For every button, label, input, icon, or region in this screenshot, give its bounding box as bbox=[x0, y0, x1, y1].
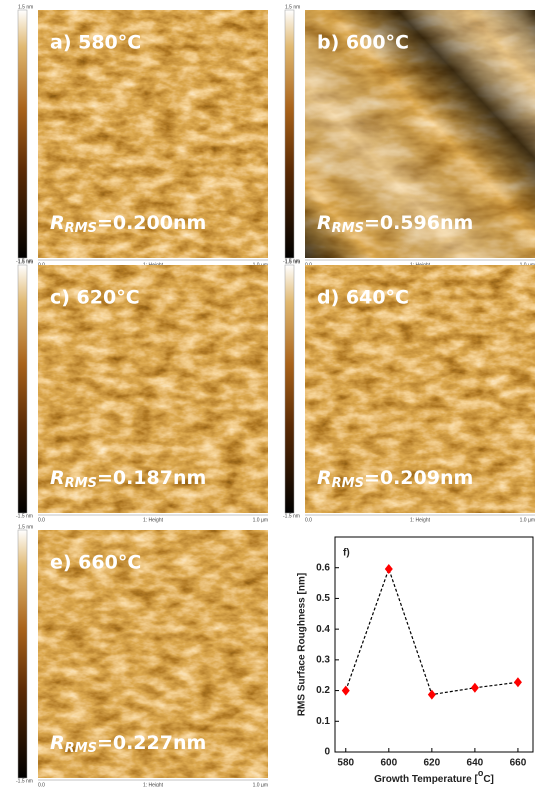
panel-label: c) 620°C bbox=[50, 287, 140, 309]
x-label-main: Growth Temperature [ bbox=[374, 774, 478, 785]
panel-label: a) 580°C bbox=[50, 32, 141, 54]
rms-sub: RMS bbox=[65, 741, 97, 756]
scale-bottom: -1.5 nm bbox=[283, 513, 300, 519]
color-bar bbox=[18, 530, 27, 778]
x-start: 0.0 bbox=[305, 517, 312, 523]
color-bar bbox=[18, 265, 27, 513]
rms-value: =0.596nm bbox=[364, 212, 473, 234]
x-tick-label: 660 bbox=[510, 758, 527, 769]
scale-top: 1.5 nm bbox=[18, 4, 33, 10]
x-tick-label: 580 bbox=[337, 758, 354, 769]
y-tick-label: 0 bbox=[324, 747, 330, 758]
y-axis-label: RMS Surface Roughness [nm] bbox=[297, 573, 308, 716]
rms-symbol: R bbox=[50, 467, 65, 489]
x-axis-label: Growth Temperature [oC] bbox=[374, 768, 494, 784]
rms-sub: RMS bbox=[65, 476, 97, 491]
y-tick-label: 0.2 bbox=[316, 685, 330, 696]
scale-bottom: -1.5 nm bbox=[16, 778, 33, 784]
rms-sub: RMS bbox=[332, 476, 364, 491]
rms-value: =0.227nm bbox=[97, 732, 206, 754]
rms-symbol: R bbox=[317, 467, 332, 489]
rms-value: =0.209nm bbox=[364, 467, 473, 489]
color-bar bbox=[285, 265, 294, 513]
rms-symbol: R bbox=[50, 732, 65, 754]
chart-title: f) bbox=[343, 548, 350, 559]
y-tick-label: 0.4 bbox=[316, 624, 330, 635]
panel-label: d) 640°C bbox=[317, 287, 409, 309]
x-end: 1.0 µm bbox=[253, 517, 268, 523]
x-mid: 1: Height bbox=[410, 517, 431, 523]
y-tick-label: 0.3 bbox=[316, 654, 330, 665]
panel-label: e) 660°C bbox=[50, 552, 141, 574]
rms-value: =0.200nm bbox=[97, 212, 206, 234]
color-bar bbox=[285, 10, 294, 258]
rms-symbol: R bbox=[317, 212, 332, 234]
x-tick-label: 640 bbox=[467, 758, 484, 769]
scale-top: 1.5 nm bbox=[285, 4, 300, 10]
x-mid: 1: Height bbox=[143, 517, 164, 523]
color-bar bbox=[18, 10, 27, 258]
x-end: 1.0 µm bbox=[520, 517, 535, 523]
x-mid: 1: Height bbox=[143, 782, 164, 787]
x-tick-label: 600 bbox=[380, 758, 397, 769]
y-tick-label: 0.6 bbox=[316, 562, 330, 573]
y-tick-label: 0.5 bbox=[316, 593, 330, 604]
x-start: 0.0 bbox=[38, 782, 45, 787]
scale-bottom: -1.5 nm bbox=[16, 513, 33, 519]
x-end: 1.0 µm bbox=[253, 782, 268, 787]
scale-top: 1.5 nm bbox=[285, 259, 300, 265]
scale-top: 1.5 nm bbox=[18, 524, 33, 530]
rms-value: =0.187nm bbox=[97, 467, 206, 489]
rms-sub: RMS bbox=[65, 221, 97, 236]
x-label-end: C] bbox=[483, 774, 494, 785]
rms-sub: RMS bbox=[332, 221, 364, 236]
plot-area bbox=[335, 537, 533, 752]
x-start: 0.0 bbox=[38, 517, 45, 523]
x-tick-label: 620 bbox=[424, 758, 441, 769]
scale-top: 1.5 nm bbox=[18, 259, 33, 265]
figure: 1.5 nm -1.5 nm 0.0 1: Height 1.0 µm a) 580°C R… bbox=[0, 0, 538, 787]
rms-symbol: R bbox=[50, 212, 65, 234]
panel-label: b) 600°C bbox=[317, 32, 409, 54]
y-tick-label: 0.1 bbox=[316, 716, 330, 727]
